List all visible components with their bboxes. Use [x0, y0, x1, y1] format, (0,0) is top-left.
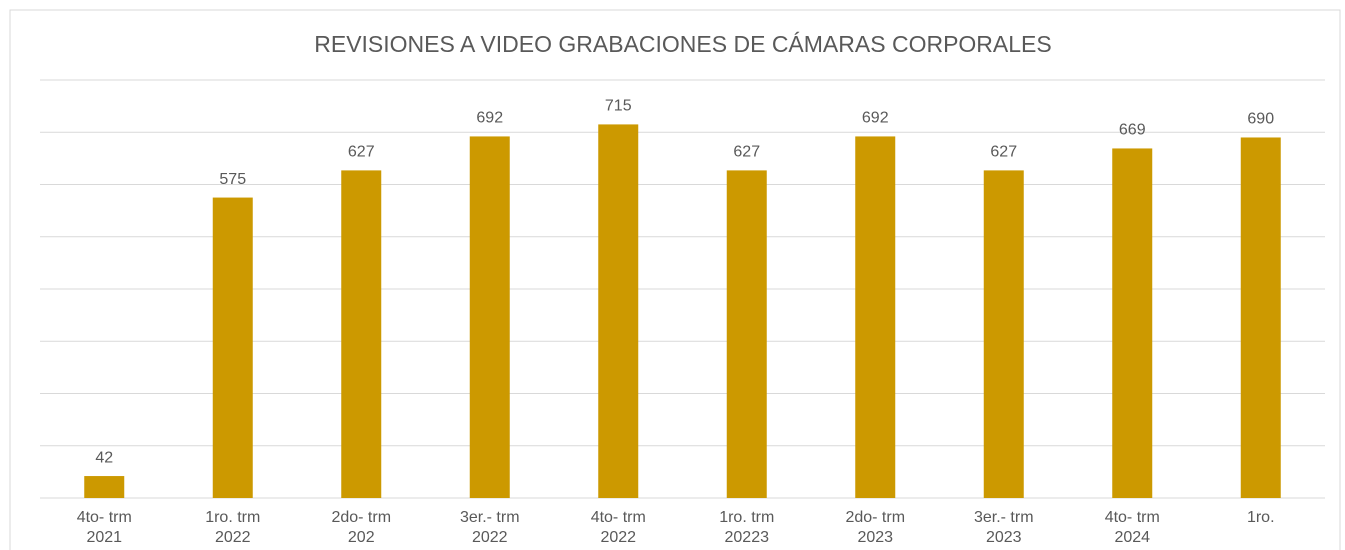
bar	[983, 170, 1024, 498]
x-tick-label: 3er.- trm 2022	[459, 509, 520, 546]
x-tick-label: 1ro. trm 2022	[205, 509, 261, 546]
data-label: 690	[1247, 111, 1274, 128]
data-label: 669	[1119, 122, 1146, 139]
data-label: 692	[476, 110, 503, 127]
bar	[598, 124, 639, 498]
data-label: 715	[605, 98, 632, 115]
data-label: 575	[219, 171, 246, 188]
bar	[1240, 137, 1281, 498]
x-tick-label: 4to- trm 2024	[1104, 509, 1160, 546]
data-label: 627	[733, 144, 760, 161]
data-label: 627	[990, 144, 1017, 161]
data-label: 42	[95, 449, 113, 466]
bar	[855, 136, 896, 498]
x-tick-label: 2do- trm 202	[331, 509, 392, 546]
data-label: 692	[862, 110, 889, 127]
bar	[469, 136, 510, 498]
chart-frame	[9, 9, 1341, 550]
x-tick-label: 1ro.	[1246, 509, 1275, 526]
x-tick-label: 4to- trm 2022	[590, 509, 646, 546]
bar	[726, 170, 767, 498]
bar	[212, 197, 253, 498]
x-tick-label: 4to- trm 2021	[76, 509, 132, 546]
bar	[341, 170, 382, 498]
x-tick-label: 3er.- trm 2023	[973, 509, 1034, 546]
bar	[84, 476, 125, 498]
chart-title: REVISIONES A VIDEO GRABACIONES DE CÁMARA…	[314, 31, 1051, 57]
bar	[1112, 148, 1153, 498]
x-tick-label: 2do- trm 2023	[845, 509, 906, 546]
x-tick-label: 1ro. trm 20223	[719, 509, 775, 546]
data-label: 627	[348, 144, 375, 161]
